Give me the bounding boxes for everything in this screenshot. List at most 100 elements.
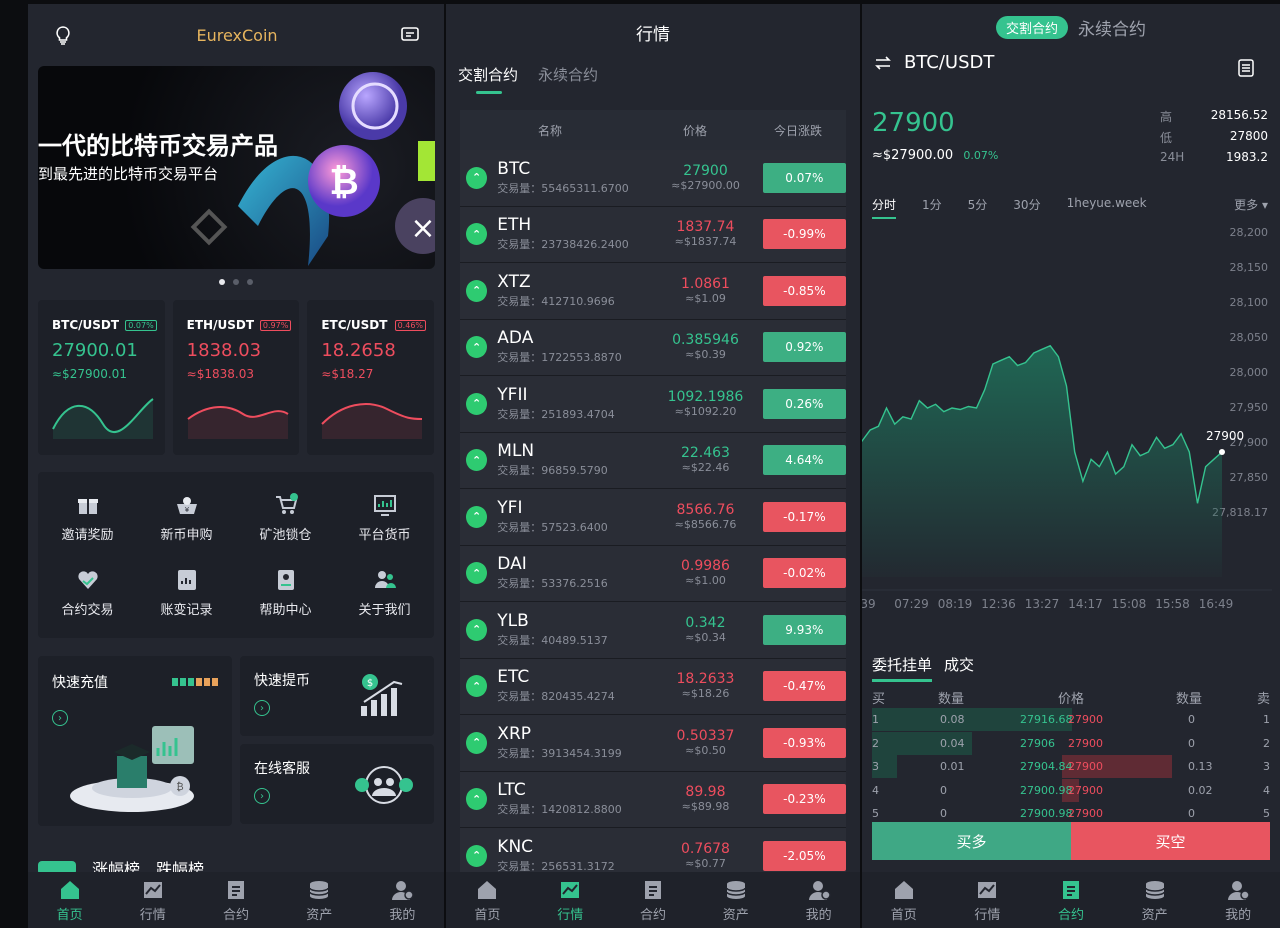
orderbook-row[interactable]: 5 0 27900.98 27900 0 5 xyxy=(872,802,1270,826)
market-row[interactable]: ⌃ ETC 交易量：820435.4274 18.2633 ≈$18.26 -0.47% xyxy=(460,658,846,715)
price-value: 1092.1986 xyxy=(667,388,744,405)
nav-profile[interactable]: 我的 xyxy=(1196,872,1280,928)
menu-pool[interactable]: 矿池锁仓 xyxy=(236,492,335,553)
tab-perpetual-contract[interactable]: 永续合约 xyxy=(538,66,599,84)
y-tick-label: 27,818.17 xyxy=(1212,506,1268,519)
orderbook-row[interactable]: 2 0.04 27906 27900 0 2 xyxy=(872,731,1270,756)
nav-profile[interactable]: 我的 xyxy=(777,872,860,928)
market-row[interactable]: ⌃ LTC 交易量：1420812.8800 89.98 ≈$89.98 -0.23% xyxy=(460,771,846,828)
menu-new-coin[interactable]: ¥ 新币申购 xyxy=(137,492,236,553)
change-badge[interactable]: -2.05% xyxy=(762,840,846,871)
orderbook-row[interactable]: 1 0.08 27916.68 27900 0 1 xyxy=(872,708,1270,732)
interval-5m[interactable]: 5分 xyxy=(967,198,988,212)
buy-long-button[interactable]: 买多 xyxy=(872,822,1071,860)
x-tick-label: 15:08 xyxy=(1112,597,1147,611)
ticker-card-eth[interactable]: ETH/USDT 0.97% 1838.03 ≈$1838.03 xyxy=(172,300,300,455)
market-row[interactable]: ⌃ XTZ 交易量：412710.9696 1.0861 ≈$1.09 -0.85% xyxy=(460,263,846,320)
online-support-card[interactable]: 在线客服 › xyxy=(240,744,434,824)
change-badge[interactable]: -0.93% xyxy=(762,727,846,758)
nav-home[interactable]: 首页 xyxy=(862,872,946,928)
tab-delivery-contract[interactable]: 交割合约 xyxy=(458,64,518,94)
price-area-chart[interactable]: 28,200 28,150 28,100 28,050 28,000 27,950 27,9… xyxy=(862,222,1280,622)
message-icon[interactable] xyxy=(400,25,420,45)
nav-assets[interactable]: 资产 xyxy=(1113,872,1197,928)
sell-short-button[interactable]: 买空 xyxy=(1071,822,1270,860)
menu-label: 新币申购 xyxy=(160,528,213,543)
nav-market[interactable]: 行情 xyxy=(529,872,612,928)
menu-invite[interactable]: 邀请奖励 xyxy=(38,492,137,553)
coin-volume: 交易量：96859.5790 xyxy=(497,464,608,478)
change-badge[interactable]: 4.64% xyxy=(762,445,846,476)
swap-arrows-icon xyxy=(875,55,891,70)
coin-icon: ⌃ xyxy=(466,675,488,698)
market-row[interactable]: ⌃ YFI 交易量：57523.6400 8566.76 ≈$8566.76 -0.17% xyxy=(460,489,846,546)
nav-contract[interactable]: 合约 xyxy=(194,872,277,928)
change-badge[interactable]: 9.93% xyxy=(762,614,846,645)
change-badge[interactable]: -0.99% xyxy=(762,219,846,250)
menu-about[interactable]: 关于我们 xyxy=(335,567,434,628)
nav-market[interactable]: 行情 xyxy=(111,872,194,928)
document-list-icon[interactable] xyxy=(1236,58,1256,78)
ticker-card-etc[interactable]: ETC/USDT 0.46% 18.2658 ≈$18.27 xyxy=(307,300,435,455)
market-row[interactable]: ⌃ YLB 交易量：40489.5137 0.342 ≈$0.34 9.93% xyxy=(460,602,846,659)
nav-contract[interactable]: 合约 xyxy=(1029,872,1113,928)
market-row[interactable]: ⌃ ETH 交易量：23738426.2400 1837.74 ≈$1837.74 -0.… xyxy=(460,206,846,263)
last-price: 27900 xyxy=(872,108,955,138)
tab-delivery-contract[interactable]: 交割合约 xyxy=(995,15,1068,39)
change-badge[interactable]: 0.26% xyxy=(762,388,846,419)
coin-icon: ⌃ xyxy=(466,279,488,302)
market-row[interactable]: ⌃ MLN 交易量：96859.5790 22.463 ≈$22.46 4.64% xyxy=(460,432,846,489)
menu-contract[interactable]: 合约交易 xyxy=(38,567,137,628)
nav-contract[interactable]: 合约 xyxy=(612,872,695,928)
arrow-right-icon[interactable]: › xyxy=(52,710,68,726)
ticker-sparkline xyxy=(52,398,154,439)
nav-home[interactable]: 首页 xyxy=(28,872,111,928)
nav-home[interactable]: 首页 xyxy=(446,872,529,928)
team-icon xyxy=(374,571,396,588)
interval-time[interactable]: 分时 xyxy=(872,196,897,219)
market-row[interactable]: ⌃ YFII 交易量：251893.4704 1092.1986 ≈$1092.20 0.… xyxy=(460,376,846,433)
change-badge[interactable]: -0.23% xyxy=(762,784,846,815)
bid-qty: 0.04 xyxy=(940,736,965,750)
interval-1m[interactable]: 1分 xyxy=(922,198,942,212)
tab-perpetual-contract[interactable]: 永续合约 xyxy=(1078,19,1146,40)
orderbook-row[interactable]: 4 0 27900.98 27900 0.02 4 xyxy=(872,778,1270,803)
change-badge[interactable]: -0.17% xyxy=(762,501,846,532)
pair-selector[interactable]: BTC/USDT xyxy=(874,52,994,73)
menu-help[interactable]: 帮助中心 xyxy=(236,567,335,628)
arrow-right-icon[interactable]: › xyxy=(254,788,270,804)
quick-deposit-card[interactable]: 快速充值 › ₿ xyxy=(38,656,232,826)
arrow-right-icon[interactable]: › xyxy=(254,700,270,716)
interval-more[interactable]: 更多 ▾ xyxy=(1234,198,1268,212)
banner-pagination[interactable] xyxy=(28,279,444,285)
change-badge[interactable]: 0.07% xyxy=(762,162,846,193)
price-value: 0.50337 xyxy=(676,727,735,744)
interval-30m[interactable]: 30分 xyxy=(1013,198,1041,212)
stat-high: 高 28156.52 xyxy=(1160,108,1268,124)
tab-trades[interactable]: 成交 xyxy=(944,656,975,674)
interval-week[interactable]: 1heyue.week xyxy=(1066,196,1147,210)
change-badge[interactable]: -0.47% xyxy=(762,671,846,702)
nav-assets[interactable]: 资产 xyxy=(694,872,777,928)
change-badge[interactable]: -0.85% xyxy=(762,275,846,306)
nav-profile[interactable]: 我的 xyxy=(361,872,444,928)
change-badge[interactable]: 0.92% xyxy=(762,332,846,363)
quick-withdraw-card[interactable]: 快速提币 › $ xyxy=(240,656,434,736)
ticker-card-btc[interactable]: BTC/USDT 0.07% 27900.01 ≈$27900.01 xyxy=(38,300,165,455)
nav-market[interactable]: 行情 xyxy=(946,872,1030,928)
market-row[interactable]: ⌃ XRP 交易量：3913454.3199 0.50337 ≈$0.50 -0.93% xyxy=(460,715,846,772)
market-row[interactable]: ⌃ BTC 交易量：55465311.6700 27900 ≈$27900.00 0.07… xyxy=(460,150,846,207)
banner-headline: 一代的比特币交易产品 xyxy=(38,132,278,160)
tab-orders[interactable]: 委托挂单 xyxy=(872,654,933,682)
lightbulb-icon[interactable] xyxy=(52,24,74,46)
orderbook-row[interactable]: 3 0.01 27904.84 27900 0.13 3 xyxy=(872,755,1270,779)
market-chart-icon xyxy=(561,882,580,898)
market-row[interactable]: ⌃ ADA 交易量：1722553.8870 0.385946 ≈$0.39 0.92% xyxy=(460,319,846,376)
menu-platform-coin[interactable]: 平台货币 xyxy=(335,492,434,553)
coin-price: 0.385946 ≈$0.39 xyxy=(652,333,759,362)
market-row[interactable]: ⌃ DAI 交易量：53376.2516 0.9986 ≈$1.00 -0.02% xyxy=(460,545,846,602)
nav-assets[interactable]: 资产 xyxy=(278,872,361,928)
change-badge[interactable]: -0.02% xyxy=(762,558,846,589)
promo-banner[interactable]: ₿ × 一代的比特币交易产品 到最先进的比特币交易平台 xyxy=(38,66,435,269)
menu-ledger[interactable]: 账变记录 xyxy=(137,567,236,628)
